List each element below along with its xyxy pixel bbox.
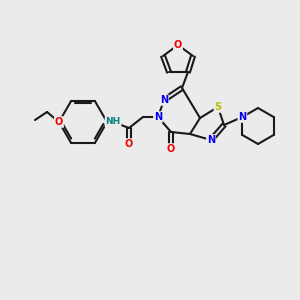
- Text: N: N: [207, 135, 215, 145]
- Text: N: N: [154, 112, 162, 122]
- Text: S: S: [214, 102, 222, 112]
- Text: N: N: [238, 112, 247, 122]
- Text: O: O: [167, 144, 175, 154]
- Text: NH: NH: [105, 118, 121, 127]
- Text: O: O: [174, 40, 182, 50]
- Text: O: O: [125, 139, 133, 149]
- Text: O: O: [55, 117, 63, 127]
- Text: N: N: [160, 95, 168, 105]
